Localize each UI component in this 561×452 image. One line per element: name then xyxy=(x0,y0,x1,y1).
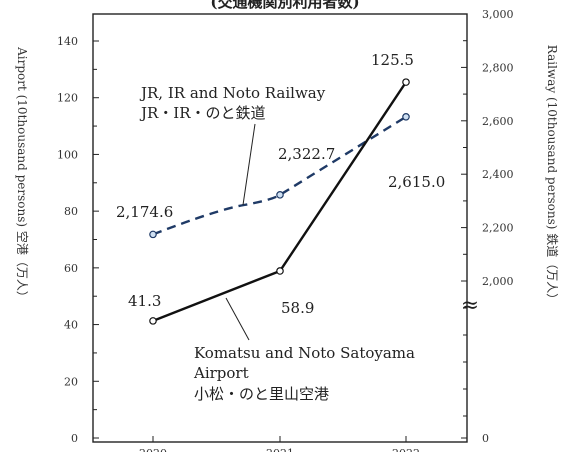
right-tick-label: 2,400 xyxy=(482,168,514,181)
plot-frame xyxy=(92,13,468,443)
railway-annotation-ja: JR・IR・のと鉄道 xyxy=(139,104,266,122)
right-tick-label: 0 xyxy=(482,432,489,445)
right-tick-label: 2,800 xyxy=(482,61,514,74)
left-tick-label: 120 xyxy=(57,92,78,105)
right-tick-label: 2,000 xyxy=(482,275,514,288)
left-tick-label: 140 xyxy=(57,35,78,48)
airport-point xyxy=(149,317,157,325)
left-tick-label: 20 xyxy=(64,375,78,388)
airport-annotation-leader xyxy=(225,297,250,341)
airport-value-label: 58.9 xyxy=(281,299,314,317)
airport-value-label: 125.5 xyxy=(371,51,414,69)
right-tick-label: 2,600 xyxy=(482,115,514,128)
right-axis-label: Railway (10thousand persons) 鉄道（万人） xyxy=(545,45,560,305)
airport-annotation-en: Komatsu and Noto Satoyama xyxy=(194,344,415,362)
right-tick-label: 2,200 xyxy=(482,222,514,235)
x-tick-label: 2022 xyxy=(392,447,420,452)
left-tick-label: 40 xyxy=(64,319,78,332)
chart-title: (交通機関別利用者数) xyxy=(210,0,359,11)
x-tick-label: 2021 xyxy=(266,447,294,452)
x-axis-ticks: 2020 2021 2022 xyxy=(139,436,420,452)
x-tick-label: 2020 xyxy=(139,447,167,452)
airport-point xyxy=(402,78,410,86)
left-tick-label: 100 xyxy=(57,148,78,161)
railway-point xyxy=(276,191,284,199)
axis-break-symbol: ≈ xyxy=(461,293,479,318)
railway-annotation-leader xyxy=(242,123,256,206)
railway-value-label: 2,615.0 xyxy=(388,173,445,191)
left-tick-label: 60 xyxy=(64,262,78,275)
railway-value-label: 2,322.7 xyxy=(278,145,335,163)
left-tick-label: 80 xyxy=(64,205,78,218)
left-tick-label: 0 xyxy=(71,432,78,445)
series-layer: 2,174.6 2,322.7 2,615.0 41.3 58.9 125.5 xyxy=(116,51,445,325)
airport-annotation-ja: 小松・のと里山空港 xyxy=(194,385,329,403)
right-tick-label: 3,000 xyxy=(482,8,514,21)
railway-point xyxy=(149,230,157,239)
right-axis-ticks: 0 2,000 2,200 2,400 2,600 2,800 3,000 xyxy=(461,8,514,445)
railway-value-label: 2,174.6 xyxy=(116,203,173,221)
railway-annotation-en: JR, IR and Noto Railway xyxy=(139,84,326,102)
airport-point xyxy=(276,267,284,275)
railway-point xyxy=(402,112,410,121)
airport-annotation-en-2: Airport xyxy=(193,364,249,382)
left-axis-ticks: 0 20 40 60 80 100 120 140 xyxy=(57,35,99,445)
railway-line xyxy=(152,115,407,236)
airport-value-label: 41.3 xyxy=(128,292,161,310)
left-axis-label: Airport (10thousand persons) 空港（万人） xyxy=(15,46,29,303)
